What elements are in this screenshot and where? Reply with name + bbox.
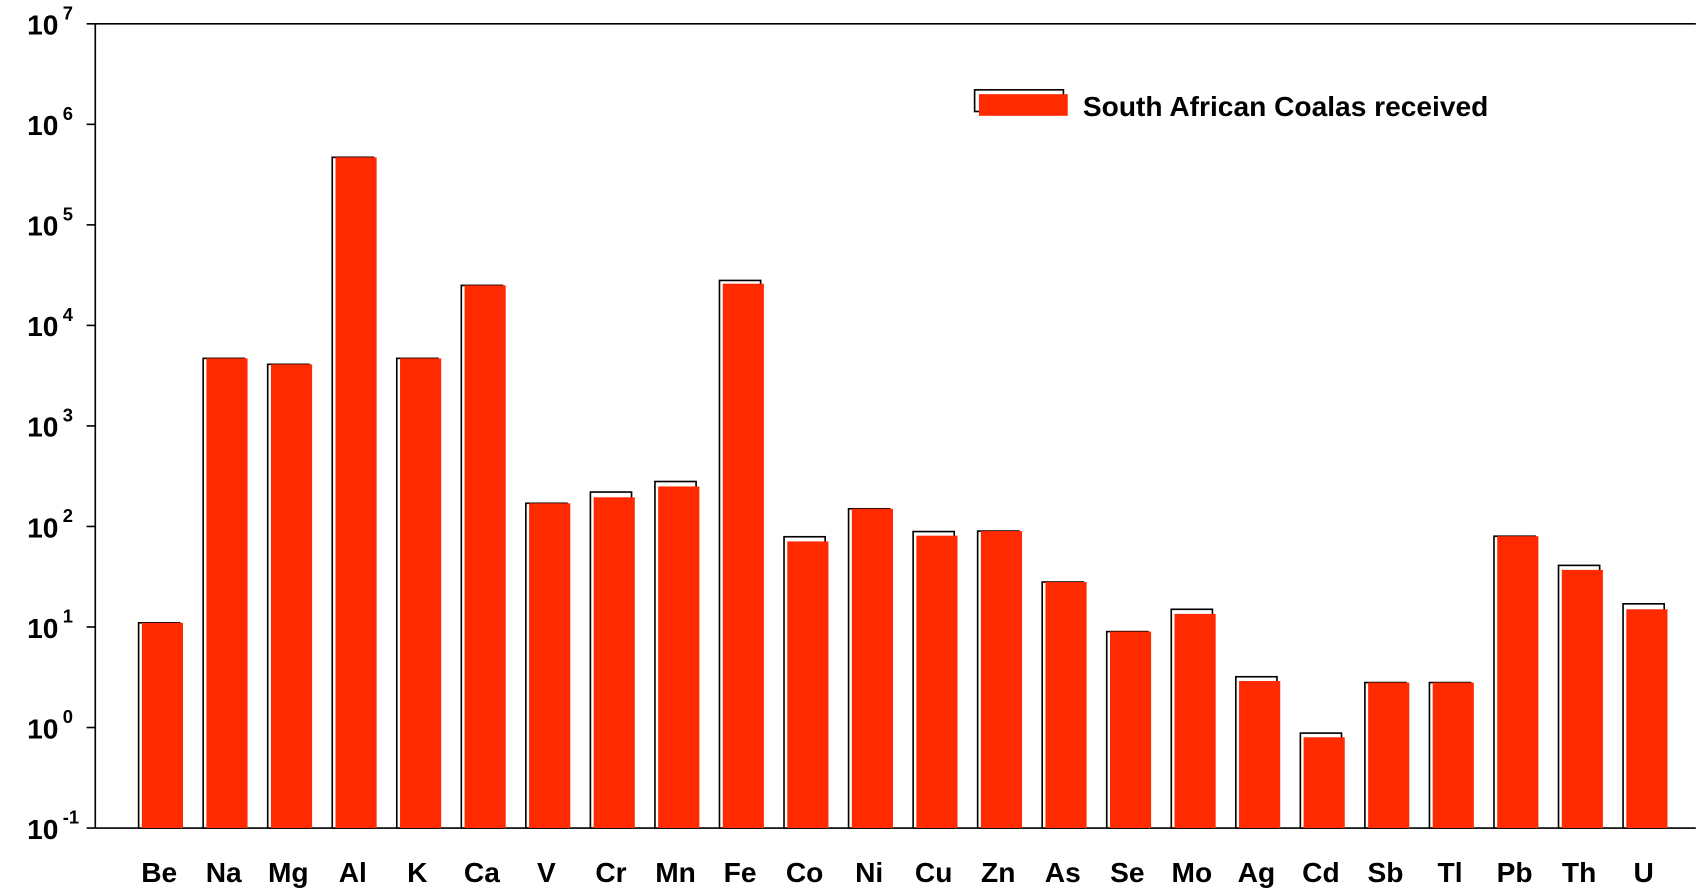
legend-label: South African Coalas received xyxy=(1083,91,1488,122)
x-tick-label: Tl xyxy=(1438,857,1463,888)
y-tick-label: 10 xyxy=(27,512,58,543)
x-tick-label: Al xyxy=(339,857,367,888)
bar xyxy=(1432,682,1474,829)
bar xyxy=(980,531,1023,829)
y-tick-label: 10 xyxy=(27,110,58,141)
x-tick-label: Mn xyxy=(655,857,696,888)
y-tick-exponent: 0 xyxy=(63,706,73,727)
y-tick-label: 10 xyxy=(27,412,58,443)
x-tick-label: U xyxy=(1633,857,1653,888)
bar xyxy=(593,497,635,829)
y-tick-exponent: 4 xyxy=(63,304,74,325)
x-tick-label: Ni xyxy=(855,857,883,888)
y-tick-label: 10 xyxy=(27,814,58,845)
bar xyxy=(1174,613,1216,829)
y-tick-label: 10 xyxy=(27,613,58,644)
y-tick-label: 10 xyxy=(27,10,58,41)
bar xyxy=(722,283,764,829)
bar xyxy=(529,503,571,829)
x-tick-label: K xyxy=(407,857,428,888)
y-tick-exponent: -1 xyxy=(63,807,79,828)
x-tick-label: Fe xyxy=(724,857,757,888)
y-tick-exponent: 5 xyxy=(63,204,73,225)
bar xyxy=(1626,609,1668,829)
x-tick-label: Ca xyxy=(464,857,500,888)
y-tick-exponent: 7 xyxy=(63,2,73,23)
x-tick-label: Zn xyxy=(981,857,1015,888)
x-tick-label: Mg xyxy=(268,857,309,888)
x-tick-label: V xyxy=(537,857,556,888)
x-tick-label: Na xyxy=(206,857,242,888)
bar xyxy=(270,364,313,829)
bar xyxy=(1368,682,1410,829)
y-tick-exponent: 1 xyxy=(63,606,73,627)
bar xyxy=(141,622,184,829)
y-tick-label: 10 xyxy=(27,311,58,342)
bar xyxy=(400,358,442,829)
x-tick-label: Cd xyxy=(1302,857,1340,888)
x-tick-label: Co xyxy=(786,857,824,888)
y-tick-exponent: 6 xyxy=(63,103,73,124)
x-tick-label: Cr xyxy=(595,857,626,888)
x-tick-label: Se xyxy=(1110,857,1144,888)
y-tick-exponent: 2 xyxy=(63,505,73,526)
x-tick-label: Pb xyxy=(1497,857,1533,888)
bar xyxy=(851,508,893,829)
bar xyxy=(1497,536,1539,829)
legend-swatch xyxy=(978,94,1068,116)
bar xyxy=(1303,737,1345,829)
x-tick-label: Cu xyxy=(915,857,953,888)
x-tick-label: As xyxy=(1045,857,1081,888)
y-tick-exponent: 3 xyxy=(63,405,73,426)
y-tick-label: 10 xyxy=(27,713,58,744)
x-tick-label: Ag xyxy=(1238,857,1276,888)
bar xyxy=(464,285,506,829)
x-tick-label: Sb xyxy=(1367,857,1403,888)
bar xyxy=(335,157,377,829)
bar xyxy=(658,486,700,829)
x-tick-label: Th xyxy=(1562,857,1596,888)
bar xyxy=(1239,681,1281,829)
bar xyxy=(206,358,248,829)
bar xyxy=(1561,569,1603,829)
x-tick-label: Be xyxy=(141,857,177,888)
bar xyxy=(916,535,958,829)
x-tick-label: Mo xyxy=(1172,857,1213,888)
bar xyxy=(1109,631,1152,829)
bar xyxy=(787,541,829,829)
bar xyxy=(1045,582,1087,829)
y-tick-label: 10 xyxy=(27,211,58,242)
